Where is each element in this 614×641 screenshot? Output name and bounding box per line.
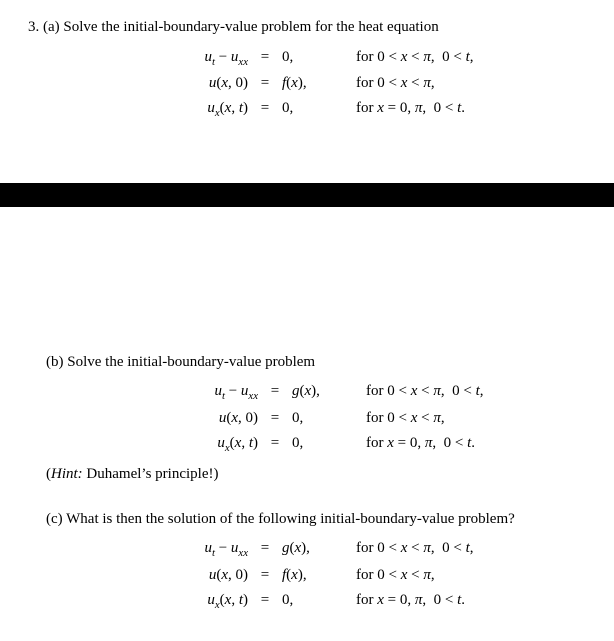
eq-rhs: 0, (292, 431, 342, 457)
hint-label: Hint: (51, 466, 83, 482)
part-a-intro-line: 3. (a) Solve the initial-boundary-value … (28, 16, 586, 39)
eq-rhs: g(x), (282, 536, 332, 562)
eq-lhs: u(x, 0) (168, 406, 258, 432)
eq-lhs: ux(x, t) (158, 588, 248, 614)
part-b-intro: Solve the initial-boundary-value problem (67, 354, 315, 370)
page: 3. (a) Solve the initial-boundary-value … (0, 0, 614, 149)
eq-cond: for x = 0, π, 0 < t. (342, 431, 475, 457)
part-c-intro-line: (c) What is then the solution of the fol… (28, 508, 586, 531)
eq-lhs: ux(x, t) (158, 96, 248, 122)
eq-rhs: 0, (292, 406, 342, 432)
eq-equals: = (248, 536, 282, 562)
page-continued: (b) Solve the initial-boundary-value pro… (0, 249, 614, 641)
spacer (28, 249, 586, 349)
equation-row: u(x, 0) = 0, for 0 < x < π, (168, 406, 586, 432)
part-a-intro: Solve the initial-boundary-value problem… (63, 19, 438, 35)
eq-cond: for 0 < x < π, 0 < t, (332, 536, 474, 562)
part-a-equations: ut − uxx = 0, for 0 < x < π, 0 < t, u(x,… (28, 45, 586, 123)
eq-rhs: f(x), (282, 71, 332, 97)
part-b-label: (b) (46, 354, 64, 370)
part-c-equations: ut − uxx = g(x), for 0 < x < π, 0 < t, u… (28, 536, 586, 614)
redaction-bar (0, 183, 614, 207)
eq-cond: for 0 < x < π, 0 < t, (332, 45, 474, 71)
eq-equals: = (258, 379, 292, 405)
eq-rhs: f(x), (282, 563, 332, 589)
eq-rhs: g(x), (292, 379, 342, 405)
part-c-label: (c) (46, 511, 63, 527)
eq-cond: for x = 0, π, 0 < t. (332, 96, 465, 122)
eq-cond: for 0 < x < π, (342, 406, 445, 432)
eq-lhs: ut − uxx (158, 45, 248, 71)
equation-row: ut − uxx = g(x), for 0 < x < π, 0 < t, (158, 536, 586, 562)
equation-row: ux(x, t) = 0, for x = 0, π, 0 < t. (158, 588, 586, 614)
eq-equals: = (248, 71, 282, 97)
eq-equals: = (258, 406, 292, 432)
spacer (28, 488, 586, 506)
equation-row: u(x, 0) = f(x), for 0 < x < π, (158, 71, 586, 97)
hint-text: Duhamel’s principle!) (86, 466, 218, 482)
eq-cond: for x = 0, π, 0 < t. (332, 588, 465, 614)
equation-row: ut − uxx = g(x), for 0 < x < π, 0 < t, (168, 379, 586, 405)
equation-row: ut − uxx = 0, for 0 < x < π, 0 < t, (158, 45, 586, 71)
equation-row: u(x, 0) = f(x), for 0 < x < π, (158, 563, 586, 589)
eq-lhs: u(x, 0) (158, 71, 248, 97)
eq-equals: = (248, 563, 282, 589)
eq-rhs: 0, (282, 588, 332, 614)
eq-cond: for 0 < x < π, (332, 71, 435, 97)
eq-cond: for 0 < x < π, (332, 563, 435, 589)
eq-equals: = (248, 588, 282, 614)
equation-row: ux(x, t) = 0, for x = 0, π, 0 < t. (168, 431, 586, 457)
eq-equals: = (248, 96, 282, 122)
eq-equals: = (258, 431, 292, 457)
part-c-intro: What is then the solution of the followi… (66, 511, 515, 527)
part-b-equations: ut − uxx = g(x), for 0 < x < π, 0 < t, u… (28, 379, 586, 457)
equation-row: ux(x, t) = 0, for x = 0, π, 0 < t. (158, 96, 586, 122)
problem-number: 3. (28, 19, 39, 35)
eq-lhs: u(x, 0) (158, 563, 248, 589)
eq-cond: for 0 < x < π, 0 < t, (342, 379, 484, 405)
part-b-intro-line: (b) Solve the initial-boundary-value pro… (28, 351, 586, 374)
part-a-label: (a) (43, 19, 60, 35)
eq-lhs: ut − uxx (158, 536, 248, 562)
eq-lhs: ut − uxx (168, 379, 258, 405)
part-b-hint: (Hint: Duhamel’s principle!) (28, 463, 586, 486)
eq-equals: = (248, 45, 282, 71)
eq-rhs: 0, (282, 45, 332, 71)
eq-lhs: ux(x, t) (168, 431, 258, 457)
eq-rhs: 0, (282, 96, 332, 122)
